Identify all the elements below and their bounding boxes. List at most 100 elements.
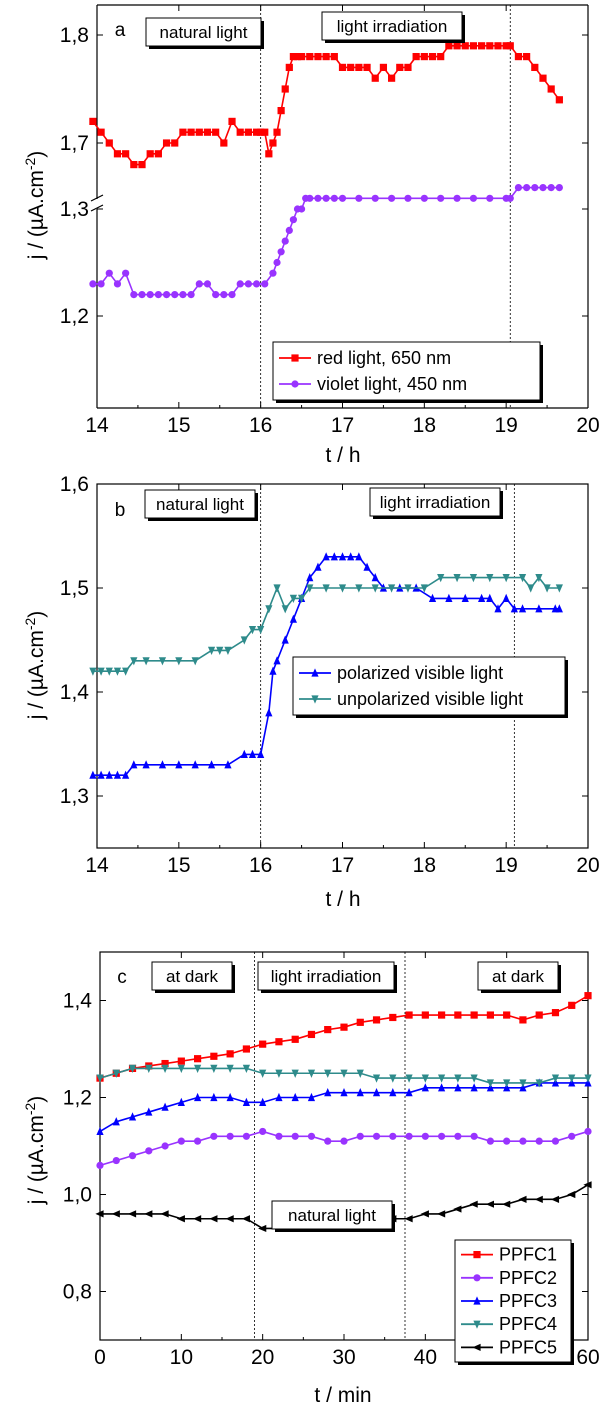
- data-point: [453, 194, 461, 202]
- x-axis-title: t / h: [325, 444, 360, 467]
- panel-label: b: [115, 500, 126, 521]
- data-point: [486, 194, 494, 202]
- data-point: [161, 1064, 169, 1073]
- data-point: [523, 184, 531, 192]
- data-point: [372, 1016, 381, 1024]
- data-point: [220, 291, 228, 299]
- annotation-label: natural light: [288, 1206, 376, 1225]
- series-polarized-visible-light: [89, 552, 563, 779]
- data-point: [567, 1190, 576, 1199]
- data-point: [257, 626, 265, 635]
- data-point: [191, 760, 199, 769]
- data-point: [469, 194, 478, 202]
- data-point: [470, 1011, 478, 1019]
- data-point: [281, 605, 289, 614]
- series-ppfc4: [96, 1064, 592, 1088]
- data-point: [142, 760, 150, 769]
- x-tick-label: 14: [85, 414, 109, 437]
- data-point: [269, 666, 277, 675]
- data-point: [158, 657, 167, 666]
- data-point: [453, 574, 461, 583]
- data-point: [259, 1097, 267, 1106]
- data-point: [539, 184, 547, 192]
- data-point: [176, 1215, 185, 1223]
- data-point: [265, 150, 273, 158]
- data-point: [210, 1132, 218, 1140]
- data-point: [130, 291, 138, 299]
- legend-label: PPFC1: [499, 1245, 557, 1265]
- data-point: [372, 1088, 381, 1097]
- data-point: [405, 1088, 413, 1097]
- annotation-box: [321, 11, 463, 41]
- data-point: [105, 139, 113, 147]
- data-point: [160, 1210, 169, 1218]
- data-point: [389, 1132, 397, 1140]
- legend-box: [292, 656, 566, 716]
- data-point: [535, 604, 543, 613]
- data-point: [555, 604, 563, 613]
- data-point: [89, 117, 97, 125]
- data-point: [122, 269, 130, 277]
- data-point: [275, 1038, 283, 1046]
- data-point: [583, 1181, 592, 1189]
- data-point: [502, 574, 510, 583]
- data-point: [547, 184, 555, 192]
- data-point: [555, 584, 563, 593]
- data-point: [95, 1210, 104, 1218]
- data-point: [226, 1050, 234, 1058]
- data-point: [322, 584, 330, 593]
- data-point: [113, 667, 122, 676]
- series-line: [92, 186, 560, 296]
- data-point: [210, 1092, 218, 1102]
- data-point: [281, 85, 289, 93]
- legend-marker: [311, 668, 319, 677]
- data-point: [89, 667, 97, 676]
- data-point: [338, 584, 347, 593]
- data-point: [340, 1023, 348, 1031]
- data-point: [162, 291, 171, 299]
- data-point: [502, 1200, 511, 1208]
- y-tick-label: 1,0: [63, 1184, 92, 1207]
- x-tick-label: 14: [85, 854, 109, 877]
- data-point: [420, 584, 428, 593]
- data-point: [412, 53, 420, 61]
- legend-label: PPFC3: [499, 1291, 557, 1311]
- legend-label: PPFC4: [499, 1314, 557, 1334]
- data-point: [236, 280, 244, 288]
- data-point: [421, 1074, 429, 1083]
- data-point: [324, 1088, 332, 1097]
- axis-break-mark: [90, 194, 104, 202]
- data-point: [324, 1137, 332, 1145]
- data-point: [177, 1137, 185, 1145]
- data-point: [128, 1112, 137, 1121]
- x-tick-label: 40: [414, 1346, 437, 1369]
- data-point: [437, 194, 445, 202]
- data-point: [307, 1132, 316, 1140]
- data-point: [242, 1064, 250, 1073]
- data-point: [138, 291, 146, 299]
- data-point: [347, 552, 355, 561]
- data-point: [144, 1210, 153, 1218]
- data-point: [568, 1132, 576, 1140]
- data-point: [338, 552, 347, 561]
- data-point: [171, 291, 179, 299]
- data-point: [273, 584, 281, 593]
- data-point: [122, 150, 130, 158]
- data-point: [105, 269, 113, 277]
- data-point: [355, 584, 363, 593]
- data-point: [193, 1215, 202, 1223]
- data-point: [291, 1035, 299, 1043]
- data-point: [535, 1079, 543, 1088]
- data-point: [379, 63, 388, 71]
- data-point: [177, 1097, 185, 1106]
- annotation-box: [369, 487, 501, 517]
- data-point: [405, 1074, 413, 1083]
- data-point: [130, 161, 138, 169]
- data-point: [161, 1102, 169, 1111]
- data-point: [220, 139, 228, 147]
- data-point: [177, 1057, 185, 1065]
- data-point: [248, 749, 257, 758]
- legend-marker: [291, 354, 299, 362]
- data-point: [209, 1215, 218, 1223]
- data-point: [454, 1132, 462, 1140]
